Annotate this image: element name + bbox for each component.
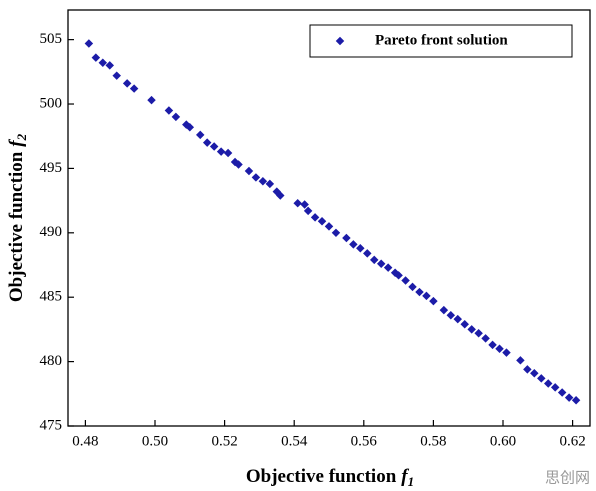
x-tick-label: 0.54 [281,433,308,449]
point [550,383,560,392]
point [324,222,334,231]
point [571,395,581,405]
point [122,79,132,88]
x-tick-label: 0.58 [420,433,446,449]
point [147,95,156,105]
point [171,112,181,122]
point [523,365,532,374]
point [310,213,320,222]
point [401,276,410,285]
y-tick-label: 500 [40,95,63,111]
y-axis-label: Objective function f2 [6,133,29,302]
point [317,216,327,226]
watermark: 思创网 [545,469,590,487]
point [439,305,449,315]
point [164,106,174,115]
point [394,271,403,280]
point [537,374,546,383]
point [453,314,463,324]
point [300,200,309,209]
point [342,233,351,243]
point [369,255,379,265]
point [502,348,511,357]
point [244,166,254,176]
point [422,291,431,301]
point [202,138,212,147]
x-tick-label: 0.60 [490,433,516,449]
point [383,263,393,272]
y-label-sub: 2 [14,133,29,141]
x-label-text: Objective function [246,466,397,487]
y-label-text: Objective function [6,151,27,302]
legend-marker [335,36,345,46]
point [129,84,139,93]
x-label-var: f [401,466,409,487]
x-label-sub: 1 [408,474,415,489]
x-tick-label: 0.48 [72,433,98,449]
point [98,58,108,68]
y-tick-label: 495 [40,160,63,176]
point [258,177,268,186]
point [276,191,285,200]
point [209,142,219,151]
point [446,310,456,320]
y-tick-label: 480 [40,353,63,369]
point [429,296,438,306]
point [467,325,476,334]
point [84,39,94,48]
point [112,71,121,80]
point [251,173,261,182]
y-tick-label: 505 [40,31,63,47]
y-tick-label: 490 [40,224,63,240]
point [415,287,424,297]
y-tick-label: 485 [40,289,63,305]
point [105,61,115,70]
point [495,344,504,353]
x-tick-label: 0.52 [211,433,237,449]
point [363,249,372,258]
x-tick-label: 0.56 [351,433,378,449]
point [349,240,358,249]
point [331,228,341,238]
point [303,206,313,216]
point [557,388,567,397]
point [223,148,233,158]
point [376,259,386,268]
point [265,179,275,189]
point [543,379,553,388]
point [481,334,490,343]
point [293,198,302,208]
point [234,160,243,169]
point [195,130,205,140]
legend-box [309,24,573,58]
point [460,320,469,329]
point [530,368,539,378]
y-label-var: f [6,139,27,147]
point [488,340,497,350]
x-tick-label: 0.62 [559,433,585,449]
point [356,244,365,253]
point [216,147,226,156]
point [408,282,417,292]
legend-label: Pareto front solution [375,32,508,48]
point [474,329,483,338]
point [91,53,101,62]
plot-frame [67,9,591,427]
point [516,356,525,365]
y-tick-label: 475 [40,417,63,433]
x-tick-label: 0.50 [142,433,168,449]
point [564,393,574,402]
x-axis-label: Objective function f1 [246,466,414,489]
point [185,122,195,132]
